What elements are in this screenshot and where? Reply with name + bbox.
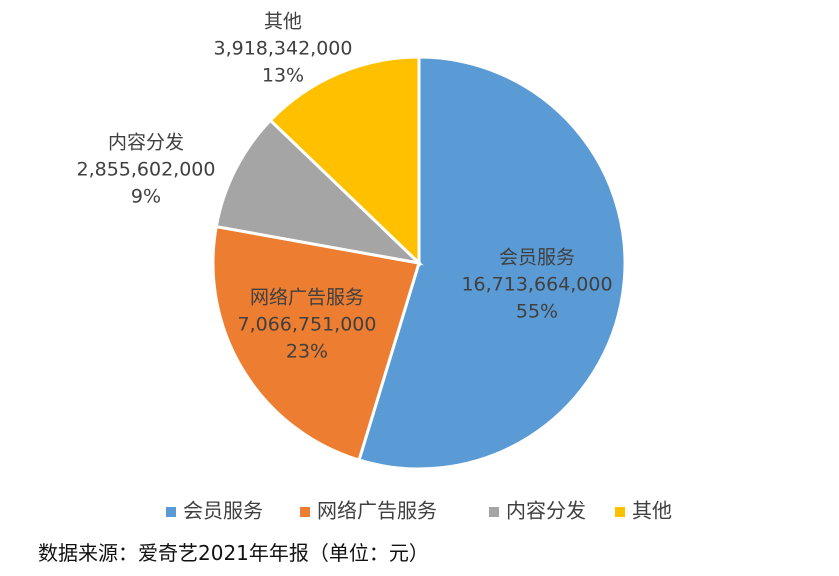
- slice-label-name: 内容分发: [108, 132, 184, 154]
- slice-label-name: 其他: [264, 11, 302, 33]
- pie-slices: [211, 55, 627, 471]
- pie-slice-1: [357, 55, 627, 471]
- legend-label: 其他: [632, 499, 672, 523]
- slice-label-name: 网络广告服务: [250, 287, 364, 309]
- slice-label-percent: 55%: [516, 301, 558, 323]
- slice-labels: 会员服务 16,713,664,000 55% 网络广告服务 7,066,751,000…: [76, 11, 612, 363]
- slice-label-value: 2,855,602,000: [76, 159, 215, 181]
- slice-label-percent: 9%: [131, 186, 161, 208]
- legend-swatch: [300, 507, 310, 517]
- legend-label: 网络广告服务: [317, 499, 437, 523]
- slice-label-name: 会员服务: [499, 247, 575, 269]
- legend-swatch: [489, 507, 499, 517]
- pie-slice-3: [214, 118, 424, 266]
- legend-label: 内容分发: [506, 499, 586, 523]
- slice-label-percent: 23%: [286, 341, 328, 363]
- legend: 会员服务 网络广告服务 内容分发 其他: [166, 499, 672, 523]
- slice-label-value: 7,066,751,000: [237, 314, 376, 336]
- legend-swatch: [615, 507, 625, 517]
- slice-label-percent: 13%: [262, 65, 304, 87]
- pie-slice-4: [268, 55, 421, 267]
- legend-swatch: [166, 507, 176, 517]
- data-source-note: 数据来源：爱奇艺2021年年报（单位：元）: [38, 541, 429, 565]
- pie-slice-2: [211, 224, 421, 462]
- legend-label: 会员服务: [183, 499, 263, 523]
- slice-label-value: 3,918,342,000: [213, 38, 352, 60]
- slice-label-value: 16,713,664,000: [461, 274, 612, 296]
